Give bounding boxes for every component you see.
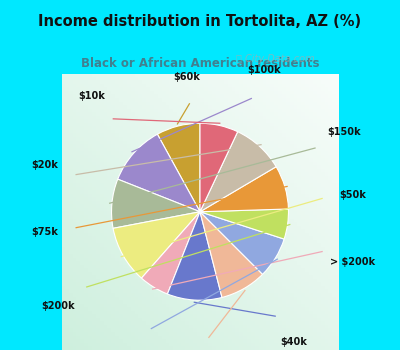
Wedge shape — [200, 167, 288, 212]
Text: $150k: $150k — [327, 127, 360, 137]
Text: $50k: $50k — [339, 190, 366, 200]
Text: $75k: $75k — [32, 227, 58, 237]
Text: ⓘ City-Data.com: ⓘ City-Data.com — [236, 54, 314, 64]
Wedge shape — [142, 212, 200, 294]
Wedge shape — [157, 123, 200, 212]
Wedge shape — [200, 132, 276, 212]
Text: Black or African American residents: Black or African American residents — [81, 57, 319, 70]
Text: $10k: $10k — [78, 91, 105, 100]
Wedge shape — [112, 179, 200, 228]
Wedge shape — [168, 212, 222, 300]
Text: $200k: $200k — [42, 301, 75, 311]
Wedge shape — [200, 123, 238, 212]
Text: $100k: $100k — [247, 65, 281, 75]
Text: $20k: $20k — [32, 160, 58, 170]
Text: $60k: $60k — [173, 72, 200, 82]
Wedge shape — [200, 209, 288, 239]
Text: Income distribution in Tortolita, AZ (%): Income distribution in Tortolita, AZ (%) — [38, 14, 362, 29]
Wedge shape — [113, 212, 200, 278]
Text: > $200k: > $200k — [330, 257, 375, 266]
Wedge shape — [200, 212, 284, 274]
Wedge shape — [118, 134, 200, 212]
Wedge shape — [200, 212, 262, 298]
Text: $40k: $40k — [280, 337, 308, 347]
